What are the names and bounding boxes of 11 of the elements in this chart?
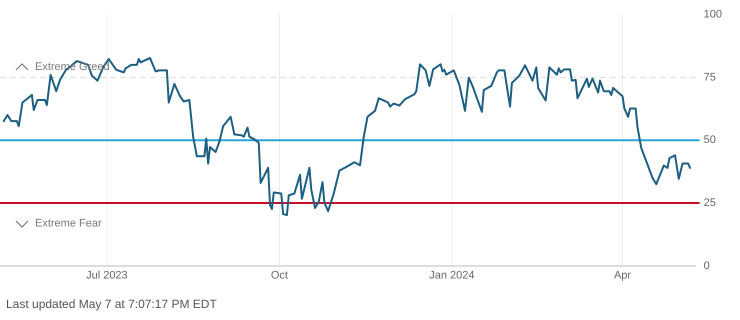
y-tick-label: 100 (704, 8, 722, 21)
x-tick-label: Jan 2024 (429, 269, 475, 282)
y-tick-label: 25 (704, 197, 716, 210)
x-tick-label: Apr (614, 269, 632, 282)
y-tick-label: 75 (704, 71, 716, 84)
x-tick-label: Oct (270, 269, 288, 282)
text: Last updated May 7 at 7:07:17 PM EDT (6, 297, 217, 311)
y-tick-label: 50 (704, 134, 716, 146)
y-tick-label: 0 (704, 260, 710, 272)
annotation: Extreme Fear (35, 218, 102, 230)
x-tick-label: Jul 2023 (86, 269, 128, 282)
